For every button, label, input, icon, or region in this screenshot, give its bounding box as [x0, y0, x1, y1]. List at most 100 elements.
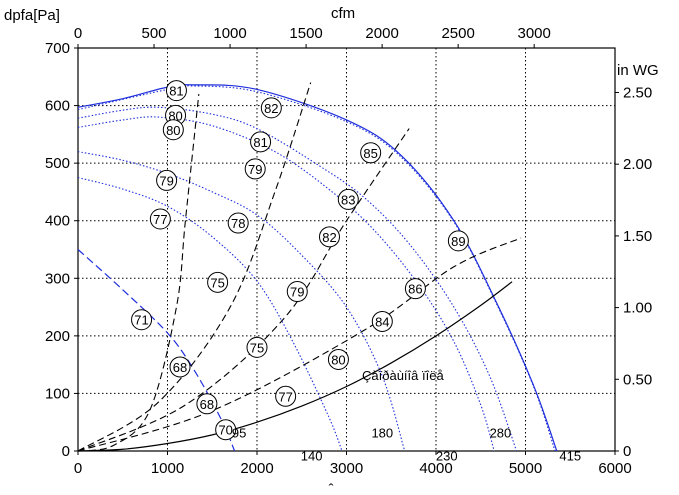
efficiency-line — [77, 237, 522, 452]
efficiency-marker-circle — [260, 97, 282, 119]
x-top-tick-label: 2000 — [365, 25, 398, 42]
efficiency-line — [77, 82, 312, 452]
x-bottom-tick-label: 0 — [74, 460, 82, 477]
x-top-tick-label: 2500 — [441, 25, 474, 42]
efficiency-marker-circle — [169, 356, 191, 378]
efficiency-marker-label: 77 — [278, 389, 292, 404]
x-top-tick-label: 1000 — [213, 25, 246, 42]
efficiency-marker-circle — [246, 336, 268, 358]
x-bottom-tick-label: 6000 — [598, 460, 631, 477]
tick-labels: 0 1000 2000 3000 4000 5000 6000010020030040050… — [45, 25, 652, 477]
y-right-tick-label: 2.50 — [623, 84, 652, 101]
y-left-axis-label: dpfa[Pa] — [4, 7, 60, 24]
efficiency-marker-label: 77 — [153, 212, 167, 227]
x-top-tick-label: 500 — [142, 25, 167, 42]
efficiency-marker-label: 81 — [253, 135, 267, 150]
y-left-tick-label: 200 — [45, 328, 70, 345]
efficiency-marker-label: 79 — [248, 162, 262, 177]
x-top-tick-label: 0 — [74, 25, 82, 42]
efficiency-marker-label: 80 — [166, 123, 180, 138]
x-top-axis-label: cfm — [331, 5, 355, 22]
efficiency-marker-circle — [196, 393, 218, 415]
y-left-tick-label: 600 — [45, 98, 70, 115]
curve-end-label: 415 — [559, 449, 581, 464]
efficiency-marker-label: 84 — [375, 314, 389, 329]
curve-end-label: 95 — [232, 425, 246, 440]
y-left-tick-label: 700 — [45, 40, 70, 57]
efficiency-marker-label: 79 — [159, 173, 173, 188]
efficiency-marker-label: 82 — [264, 101, 278, 116]
y-right-tick-label: 2.00 — [623, 156, 652, 173]
efficiency-marker-circle — [327, 348, 349, 370]
efficiency-marker-label: 71 — [134, 313, 148, 328]
efficiency-marker-label: 70 — [218, 423, 232, 438]
efficiency-marker-circle — [162, 119, 184, 141]
y-right-tick-label: 0.50 — [623, 371, 652, 388]
efficiency-marker-label: 86 — [408, 282, 422, 297]
efficiency-marker-label: 80 — [331, 352, 345, 367]
efficiency-marker-circle — [165, 80, 187, 102]
fan-speed-curve — [77, 106, 518, 452]
x-bottom-tick-label: 4000 — [419, 460, 452, 477]
x-top-tick-label: 3000 — [517, 25, 550, 42]
y-left-tick-label: 300 — [45, 270, 70, 287]
grid — [78, 48, 615, 451]
efficiency-marker-label: 85 — [363, 146, 377, 161]
curves — [77, 82, 558, 452]
efficiency-marker-label: 81 — [169, 84, 183, 99]
y-left-tick-label: 500 — [45, 155, 70, 172]
efficiency-markers: 81 80 80 79 77 71 68 68 70 82 81 79 78 75 75 77 85 83 82 79… — [131, 80, 581, 464]
efficiency-marker-circle — [275, 385, 297, 407]
x-bottom-tick-label: 5000 — [509, 460, 542, 477]
efficiency-marker-label: 75 — [250, 340, 264, 355]
x-top-tick-label: 1500 — [289, 25, 322, 42]
efficiency-marker-circle — [131, 309, 153, 331]
efficiency-marker-circle — [286, 281, 308, 303]
x-bottom-tick-label: 2000 — [240, 460, 273, 477]
fan-speed-curve — [77, 116, 495, 452]
system-curve-label: Çàïðàùíîâ ïîëå — [362, 368, 444, 383]
efficiency-marker-circle — [318, 226, 340, 248]
y-right-tick-label: 1.00 — [623, 300, 652, 317]
curve-end-label: 140 — [301, 449, 323, 464]
efficiency-marker-circle — [337, 188, 359, 210]
fan-speed-curve — [77, 85, 556, 452]
efficiency-marker-label: 89 — [451, 234, 465, 249]
efficiency-marker-label: 79 — [290, 285, 304, 300]
system-curve — [77, 281, 513, 452]
curve-end-label: 230 — [436, 449, 458, 464]
y-right-tick-label: 1.50 — [623, 228, 652, 245]
x-bottom-axis-label: ̂ — [328, 483, 334, 485]
x-bottom-tick-label: 1000 — [151, 460, 184, 477]
efficiency-marker-label: 68 — [173, 360, 187, 375]
efficiency-marker-circle — [404, 278, 426, 300]
y-left-tick-label: 400 — [45, 213, 70, 230]
curve-end-label: 280 — [490, 425, 512, 440]
efficiency-marker-label: 82 — [322, 230, 336, 245]
efficiency-marker-circle — [227, 212, 249, 234]
y-right-tick-label: 0 — [623, 443, 631, 460]
y-left-tick-label: 0 — [62, 443, 70, 460]
fan-speed-curve — [77, 177, 343, 452]
efficiency-marker-circle — [447, 230, 469, 252]
efficiency-marker-circle — [156, 169, 178, 191]
efficiency-marker-label: 68 — [200, 397, 214, 412]
efficiency-marker-circle — [371, 310, 393, 332]
efficiency-line — [77, 93, 200, 452]
efficiency-marker-circle — [215, 419, 237, 441]
efficiency-marker-circle — [149, 208, 171, 230]
efficiency-marker-circle — [360, 142, 382, 164]
efficiency-line — [77, 128, 410, 452]
efficiency-marker-label: 78 — [231, 216, 245, 231]
efficiency-marker-label: 83 — [341, 192, 355, 207]
efficiency-marker-circle — [250, 131, 272, 153]
curve-end-label: 180 — [371, 425, 393, 440]
y-right-axis-label: in WG — [617, 62, 659, 79]
efficiency-marker-label: 75 — [210, 275, 224, 290]
fan-speed-curve — [77, 84, 558, 452]
fan-speed-curve — [77, 151, 406, 452]
x-bottom-tick-label: 3000 — [330, 460, 363, 477]
y-left-tick-label: 100 — [45, 385, 70, 402]
efficiency-marker-circle — [207, 271, 229, 293]
